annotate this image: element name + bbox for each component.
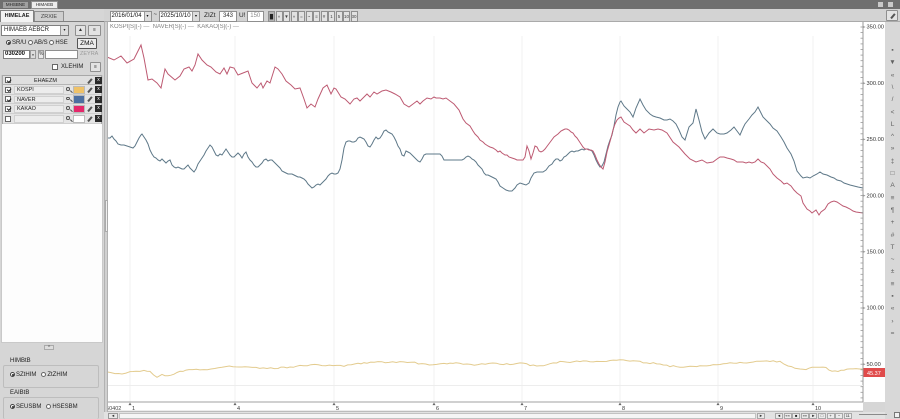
svg-text:6: 6 bbox=[436, 406, 439, 412]
svg-text:100.00: 100.00 bbox=[867, 306, 884, 312]
svg-text:10: 10 bbox=[815, 406, 821, 412]
svg-text:1: 1 bbox=[132, 406, 135, 412]
svg-text:250402: 250402 bbox=[104, 406, 121, 412]
svg-text:45.37: 45.37 bbox=[867, 371, 881, 377]
svg-text:350.00: 350.00 bbox=[867, 25, 884, 31]
svg-text:9: 9 bbox=[720, 406, 723, 412]
svg-text:300.00: 300.00 bbox=[867, 81, 884, 87]
svg-text:7: 7 bbox=[524, 406, 527, 412]
svg-text:50.00: 50.00 bbox=[867, 362, 881, 368]
svg-text:200.00: 200.00 bbox=[867, 193, 884, 199]
svg-text:4: 4 bbox=[237, 406, 240, 412]
svg-text:150.00: 150.00 bbox=[867, 250, 884, 256]
svg-text:5: 5 bbox=[336, 406, 339, 412]
svg-text:8: 8 bbox=[622, 406, 625, 412]
svg-text:250.00: 250.00 bbox=[867, 137, 884, 143]
